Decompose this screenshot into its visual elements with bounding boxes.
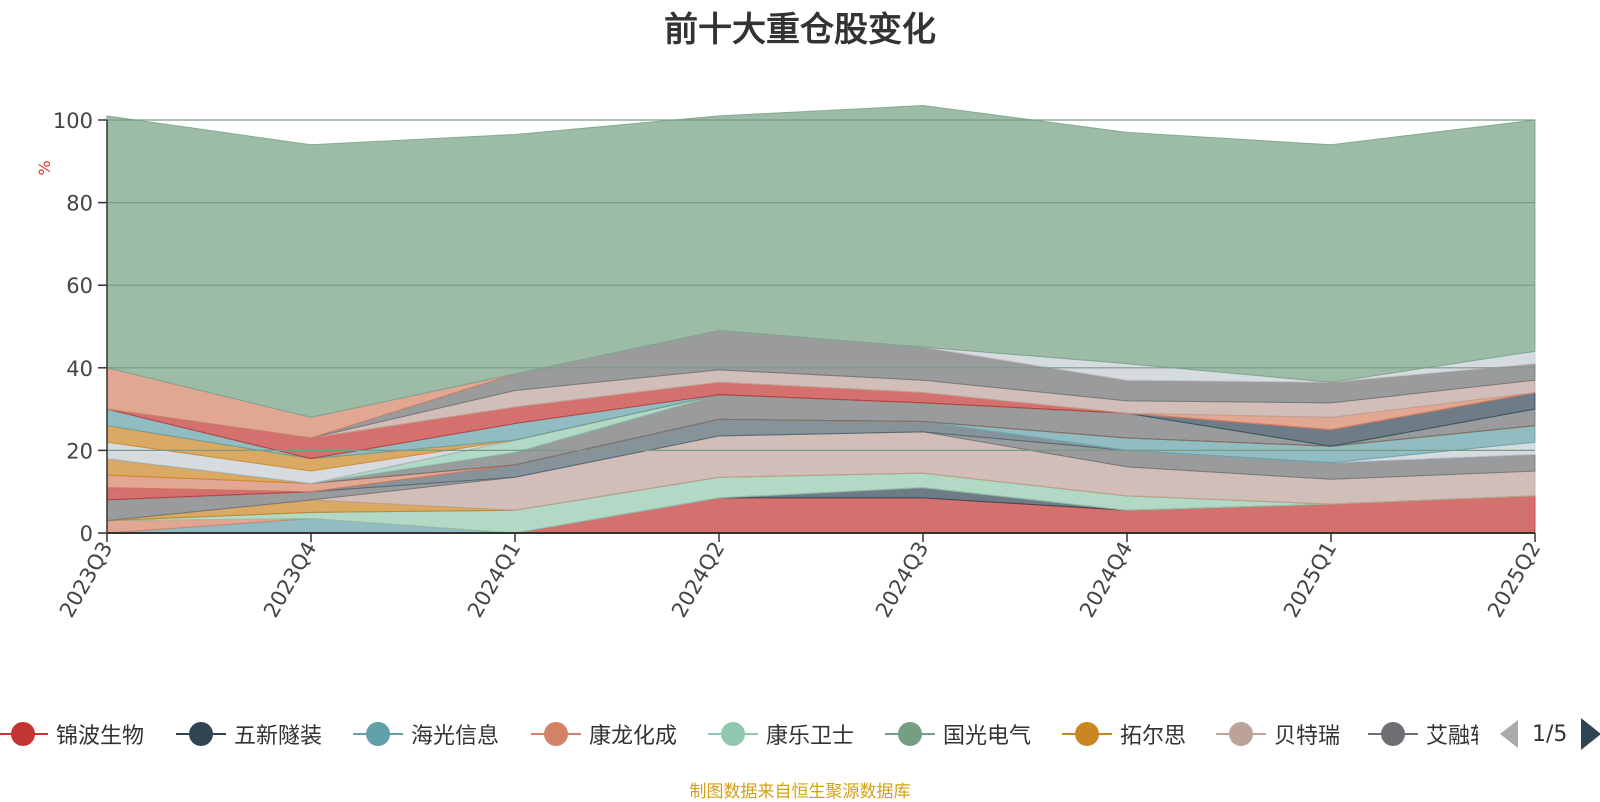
legend-swatch-icon: [176, 719, 226, 749]
x-tick-label: 2024Q2: [667, 538, 729, 622]
legend-item[interactable]: 艾融软件: [1368, 716, 1478, 752]
legend-item[interactable]: 锦波生物: [0, 716, 144, 752]
legend-swatch-icon: [708, 719, 758, 749]
x-tick-label: 2025Q1: [1279, 538, 1341, 622]
legend-swatch-icon: [353, 719, 403, 749]
legend-swatch-icon: [1062, 719, 1112, 749]
legend-item-label: 康龙化成: [589, 724, 678, 749]
legend-item-label: 五新隧装: [234, 724, 323, 749]
legend-item-label: 拓尔思: [1120, 724, 1187, 749]
legend-item[interactable]: 贝特瑞: [1216, 716, 1340, 752]
legend-swatch-icon: [1368, 719, 1418, 749]
legend-swatch-icon: [531, 719, 581, 749]
legend-item-label: 国光电气: [943, 724, 1032, 749]
y-tick-label: 60: [66, 274, 93, 298]
legend-item[interactable]: 康乐卫士: [708, 716, 854, 752]
source-note: 制图数据来自恒生聚源数据库: [689, 782, 911, 802]
y-tick-label: 80: [66, 192, 93, 216]
legend-item-label: 艾融软件: [1426, 724, 1478, 749]
grid-layer: [107, 119, 1535, 451]
y-tick-label: 20: [66, 439, 93, 463]
y-tick-label: 40: [66, 357, 93, 381]
legend-item-label: 锦波生物: [56, 724, 145, 749]
x-tick-label: 2024Q3: [871, 538, 933, 622]
y-axis-unit-label: %: [35, 160, 54, 175]
x-tick-label: 2024Q4: [1075, 538, 1137, 622]
legend-prev-page-icon[interactable]: [1500, 720, 1518, 748]
y-tick-label: 100: [53, 109, 93, 133]
x-tick-label: 2023Q3: [55, 538, 117, 622]
legend-pager: 1/5: [1500, 716, 1600, 752]
legend-swatch-icon: [1216, 719, 1266, 749]
legend-items: 锦波生物 五新隧装 海光信息 康龙化成 康乐卫士 国光电气 拓尔思 贝特瑞 艾融软件: [0, 716, 1478, 752]
legend-item-label: 贝特瑞: [1274, 724, 1341, 749]
x-tick-label: 2023Q4: [259, 538, 321, 622]
chart-title: 前十大重仓股变化: [664, 10, 936, 50]
legend-next-page-icon[interactable]: [1581, 718, 1600, 750]
legend-item-label: 海光信息: [411, 724, 500, 749]
legend: 锦波生物 五新隧装 海光信息 康龙化成 康乐卫士 国光电气 拓尔思 贝特瑞 艾融软件 1/5: [0, 716, 1600, 752]
legend-swatch-icon: [0, 719, 48, 749]
legend-item[interactable]: 拓尔思: [1062, 716, 1186, 752]
area-series-27[interactable]: [106, 105, 1536, 418]
legend-swatch-icon: [885, 719, 935, 749]
x-tick-label: 2025Q2: [1483, 538, 1545, 622]
legend-item-label: 康乐卫士: [766, 724, 855, 749]
area-series-layer: [106, 105, 1536, 534]
legend-item[interactable]: 康龙化成: [531, 716, 677, 752]
legend-item[interactable]: 五新隧装: [176, 716, 322, 752]
y-tick-label: 0: [80, 522, 93, 546]
legend-page-indicator: 1/5: [1532, 721, 1568, 747]
legend-item[interactable]: 海光信息: [353, 716, 499, 752]
x-tick-label: 2024Q1: [463, 538, 525, 622]
legend-item[interactable]: 国光电气: [885, 716, 1031, 752]
